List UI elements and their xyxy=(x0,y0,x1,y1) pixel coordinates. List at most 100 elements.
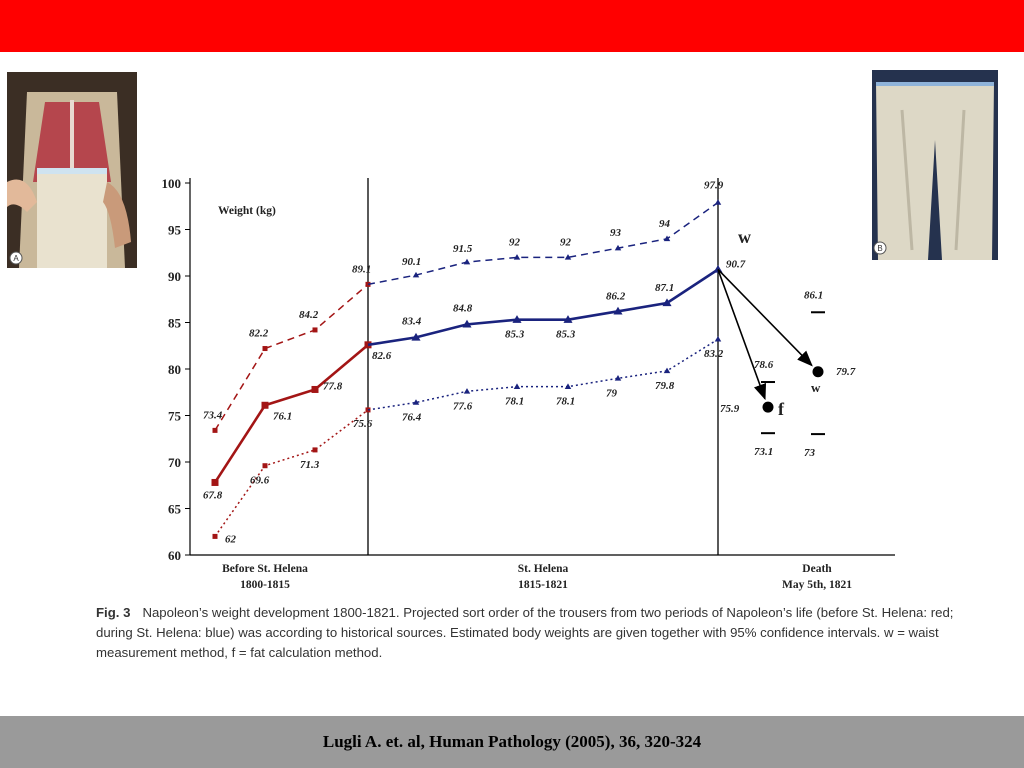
caption-fig-label: Fig. 3 xyxy=(96,605,131,620)
photo-a-label: A xyxy=(13,254,19,263)
data-label-upper: 84.2 xyxy=(299,309,319,321)
y-tick-label: 95 xyxy=(168,223,182,238)
data-label-lower: 62 xyxy=(225,533,237,545)
data-label-lower: 71.3 xyxy=(300,459,320,471)
data-label-upper: 92 xyxy=(560,236,572,248)
footer-bar: Lugli A. et. al, Human Pathology (2005),… xyxy=(0,716,1024,768)
data-label-lower: 79.8 xyxy=(655,380,675,392)
data-point-estimate xyxy=(462,319,472,328)
data-point-estimate xyxy=(662,298,672,307)
series-line-st_helena-estimate xyxy=(367,268,719,347)
data-point-estimate xyxy=(311,385,319,393)
data-point-upper xyxy=(262,346,268,352)
death-estimate-point-f xyxy=(762,401,774,413)
y-tick-label: 70 xyxy=(168,455,181,470)
data-point-estimate xyxy=(211,478,219,486)
data-label-estimate: 85.3 xyxy=(556,329,576,341)
data-label-estimate: 77.8 xyxy=(323,380,343,392)
trousers-image: B xyxy=(872,70,998,260)
data-label-lower: 76.4 xyxy=(402,411,422,423)
data-point-upper xyxy=(312,327,318,333)
data-point-lower xyxy=(212,533,218,539)
data-point-lower xyxy=(312,447,318,453)
y-tick-label: 90 xyxy=(168,269,181,284)
data-point-lower xyxy=(663,367,671,374)
series-line-st_helena-upper xyxy=(367,201,719,286)
caption-text: Napoleon’s weight development 1800-1821.… xyxy=(96,605,954,660)
data-point-upper xyxy=(564,254,572,260)
series-line-st_helena-lower xyxy=(367,338,719,411)
data-point-upper xyxy=(614,244,622,251)
citation-text: Lugli A. et. al, Human Pathology (2005),… xyxy=(322,732,702,751)
data-label-estimate: 83.4 xyxy=(402,315,422,327)
data-label-lower: 75.6 xyxy=(353,418,373,430)
data-label-estimate: 82.6 xyxy=(372,350,392,362)
arrow-to-death-w xyxy=(717,268,813,367)
period-label: Death xyxy=(802,563,832,575)
y-tick-label: 65 xyxy=(168,502,182,517)
data-point-lower xyxy=(714,335,722,342)
y-tick-label: 80 xyxy=(168,362,181,377)
period-label: St. Helena xyxy=(518,563,569,575)
data-label-estimate: 76.1 xyxy=(273,410,292,422)
data-label-upper: 73.4 xyxy=(203,409,223,421)
death-value-label-w: 79.7 xyxy=(836,366,856,378)
weight-chart: 60 65 70 75 80 85 90 95 100 Weight (kg) Before St.… xyxy=(162,176,895,591)
waistcoat-image: A xyxy=(7,72,137,268)
data-point-estimate xyxy=(563,315,573,323)
method-letter-upper-w: w xyxy=(738,227,751,247)
data-label-upper: 97.9 xyxy=(704,180,724,192)
data-point-estimate xyxy=(411,332,421,341)
data-point-lower xyxy=(262,463,268,469)
data-label-lower: 79 xyxy=(606,387,618,399)
data-point-upper xyxy=(513,254,521,260)
data-point-estimate xyxy=(613,306,623,315)
data-point-lower xyxy=(463,388,471,394)
data-point-estimate xyxy=(512,315,522,323)
data-label-upper: 91.5 xyxy=(453,243,473,255)
photo-trousers: B xyxy=(872,70,998,260)
death-value-label-f: 75.9 xyxy=(720,403,740,415)
data-label-upper: 93 xyxy=(610,227,622,239)
series-line-before-estimate xyxy=(213,343,369,484)
period-label-years: 1800-1815 xyxy=(240,579,290,591)
data-point-upper xyxy=(412,271,420,278)
data-label-lower: 83.2 xyxy=(704,348,724,360)
y-tick-label: 75 xyxy=(168,409,182,424)
data-label-upper: 90.1 xyxy=(402,256,421,268)
data-point-estimate xyxy=(261,401,269,409)
ci-lower-label: 73.1 xyxy=(754,446,773,458)
figure-caption: Fig. 3 Napoleon’s weight development 1800… xyxy=(96,603,976,663)
period-label-years: 1815-1821 xyxy=(518,579,568,591)
data-label-upper: 92 xyxy=(509,236,521,248)
data-label-estimate: 85.3 xyxy=(505,329,525,341)
data-label-estimate: 90.7 xyxy=(726,258,746,270)
series-line-before-lower xyxy=(214,409,369,537)
data-point-lower xyxy=(513,383,521,389)
y-tick-label: 60 xyxy=(168,548,181,563)
method-letter-f: f xyxy=(778,399,785,419)
data-label-estimate: 67.8 xyxy=(203,489,223,501)
data-point-lower xyxy=(564,383,572,389)
data-point-lower xyxy=(412,399,420,405)
data-label-lower: 69.6 xyxy=(250,475,270,487)
data-point-upper xyxy=(463,258,471,265)
ci-lower-label: 73 xyxy=(804,447,816,459)
period-label-years: May 5th, 1821 xyxy=(782,579,852,591)
data-point-upper xyxy=(212,427,218,433)
data-point-upper xyxy=(663,235,671,242)
method-letter-w: w xyxy=(811,380,821,395)
ci-upper-label: 78.6 xyxy=(754,359,774,371)
arrow-to-death-f xyxy=(717,269,767,401)
series-line-before-upper xyxy=(214,283,369,431)
data-label-upper: 89.1 xyxy=(352,263,371,275)
death-estimate-point-w xyxy=(812,366,824,378)
ci-upper-label: 86.1 xyxy=(804,289,823,301)
photo-waistcoat: A xyxy=(7,72,137,268)
data-label-lower: 77.6 xyxy=(453,400,473,412)
data-label-lower: 78.1 xyxy=(556,396,575,408)
y-tick-label: 85 xyxy=(168,316,182,331)
data-label-estimate: 87.1 xyxy=(655,282,674,294)
photo-b-label: B xyxy=(877,244,882,253)
data-label-lower: 78.1 xyxy=(505,396,524,408)
